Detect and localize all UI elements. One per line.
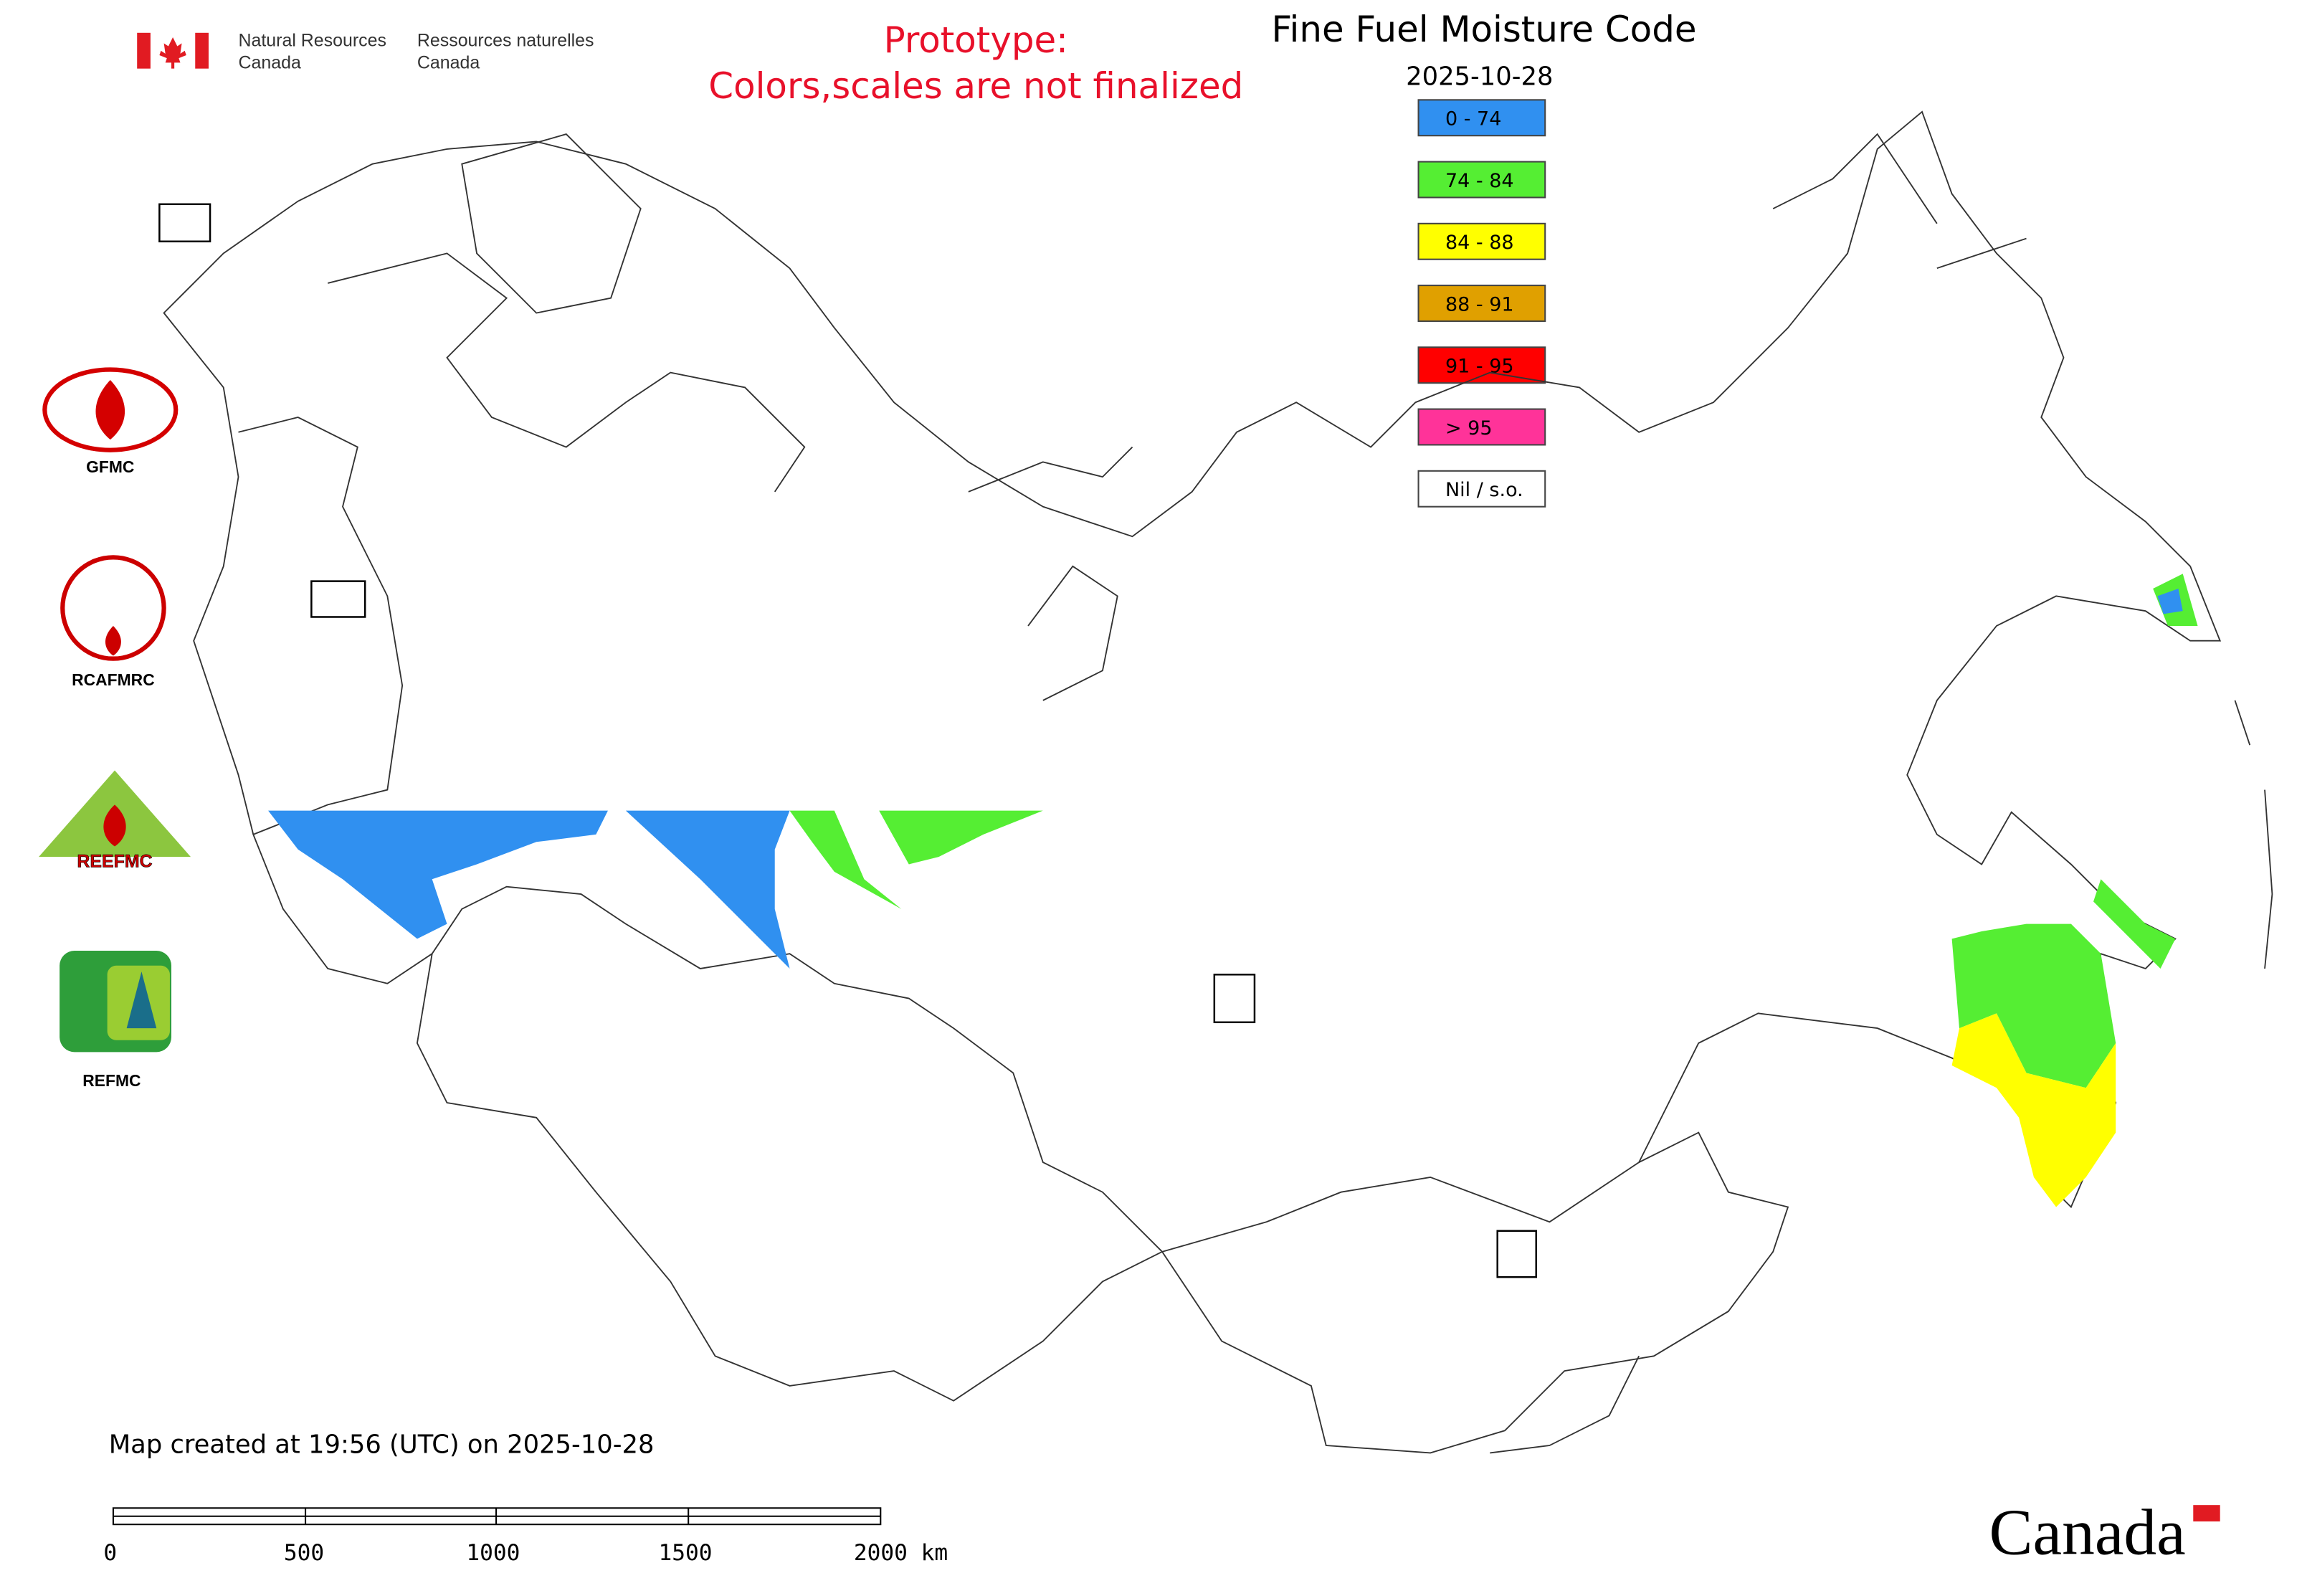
agency-en: Natural Resources: [239, 30, 386, 50]
legend-label: Nil / s.o.: [1445, 479, 1523, 501]
map-date: 2025-10-28: [1406, 62, 1553, 92]
legend-swatch: [1417, 161, 1546, 199]
logo-refmc: REFMC: [60, 951, 172, 1090]
legend-label: 0 - 74: [1445, 108, 1501, 130]
legend: 0 - 74 74 - 84 84 - 88 88 - 91 91 - 95 > 95 Ni…: [1417, 99, 1546, 508]
notice: Prototype:: [884, 19, 1068, 61]
legend-label: 91 - 95: [1445, 356, 1514, 378]
scale-label: 0: [103, 1540, 117, 1566]
logo-gfmc: GFMC: [42, 367, 179, 476]
legend-swatch: [1417, 222, 1546, 260]
logo-label: REFMC: [82, 1071, 141, 1090]
notice: Colors,scales are not finalized: [708, 65, 1243, 107]
map-title: Fine Fuel Moisture Code: [1271, 9, 1696, 50]
agency-fr: Canada: [417, 53, 480, 73]
agency-fr: Ressources naturelles: [417, 30, 594, 50]
centre-markers: [158, 203, 1537, 1278]
gc-signature: Natural Resources Canada Ressources natu…: [137, 30, 594, 73]
legend-swatch: [1417, 408, 1546, 446]
scale-label: 1000: [466, 1540, 520, 1566]
logo-label: GFMC: [86, 457, 134, 476]
country-borders: [163, 110, 2273, 1454]
logo-reefmc: REEFMC: [39, 770, 191, 872]
scale-label: 2000 km: [854, 1540, 948, 1566]
legend-label: 88 - 91: [1445, 293, 1514, 315]
legend-swatch: [1417, 470, 1546, 508]
legend-swatch: [1417, 99, 1546, 137]
agency-en: Canada: [239, 53, 301, 73]
legend-swatch: [1417, 285, 1546, 322]
canada-wordmark: Canada: [1989, 1496, 2186, 1569]
creation-note: Map created at 19:56 (UTC) on 2025-10-28: [109, 1430, 655, 1459]
scale-label: 500: [284, 1540, 324, 1566]
legend-label: > 95: [1445, 417, 1493, 440]
logo-label: REEFMC: [77, 852, 152, 872]
legend-label: 84 - 88: [1445, 232, 1514, 254]
legend-label: 74 - 84: [1445, 170, 1514, 192]
wordmark-flag: [2193, 1505, 2220, 1522]
logo-label: RCAFMRC: [72, 670, 155, 689]
logo-rcafmrc: RCAFMRC: [60, 555, 166, 689]
ffmc-data: [268, 574, 2198, 1207]
scale-bar: 0 500 1000 1500 2000 km: [103, 1507, 948, 1566]
legend-swatch: [1417, 346, 1546, 384]
scale-label: 1500: [659, 1540, 713, 1566]
